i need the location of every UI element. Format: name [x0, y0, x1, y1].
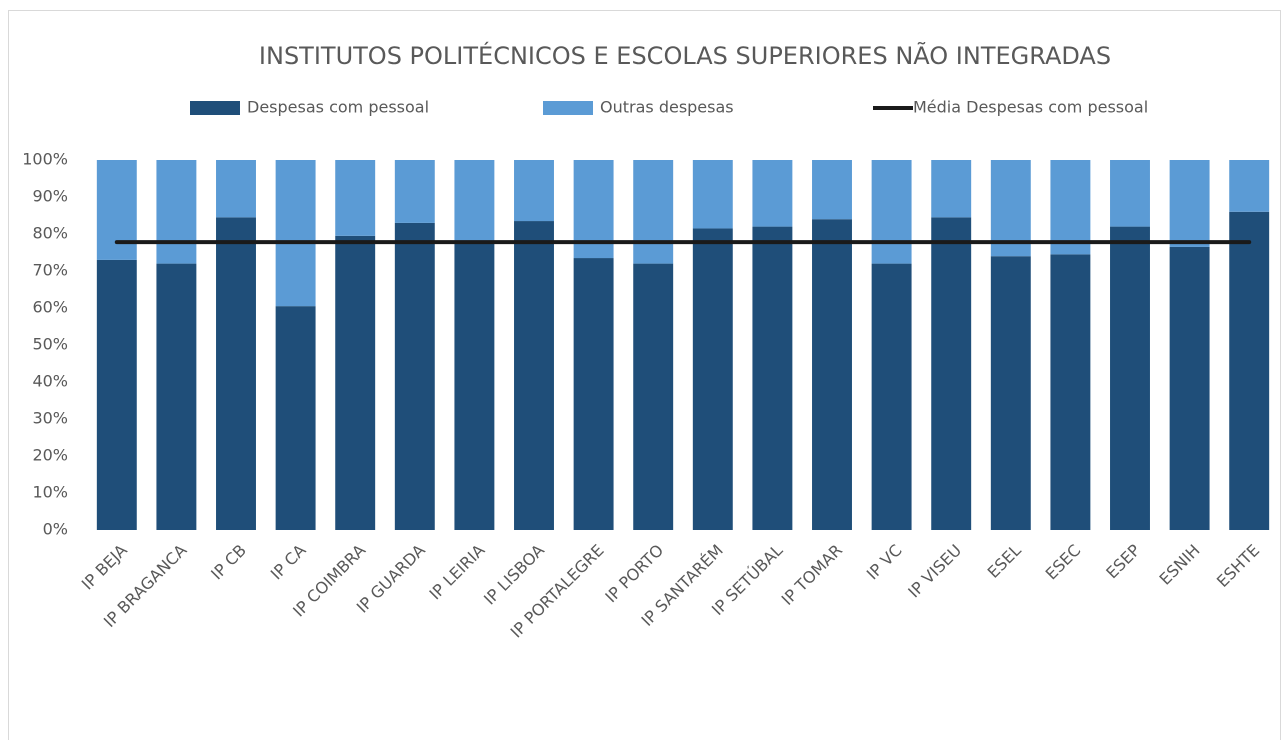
- bar-segment: [96, 259, 137, 530]
- bar-segment: [931, 160, 972, 218]
- y-tick-label: 80%: [32, 224, 68, 243]
- bar-segment: [990, 256, 1031, 530]
- y-tick-label: 90%: [32, 187, 68, 206]
- bar-segment: [692, 228, 733, 530]
- y-tick-label: 100%: [22, 150, 68, 169]
- y-tick-label: 10%: [32, 483, 68, 502]
- bar-segment: [1110, 226, 1150, 530]
- y-tick-label: 0%: [43, 520, 68, 539]
- y-tick-label: 50%: [32, 335, 68, 354]
- bar-segment: [692, 160, 733, 229]
- bar-segment: [752, 160, 793, 227]
- legend-label: Média Despesas com pessoal: [913, 98, 1148, 117]
- bar-segment: [1110, 160, 1150, 227]
- bar-segment: [573, 258, 614, 530]
- bar-segment: [454, 241, 495, 530]
- bar-segment: [335, 235, 376, 530]
- bar-segment: [275, 160, 316, 307]
- y-tick-label: 70%: [32, 261, 68, 280]
- bar-segment: [335, 160, 376, 236]
- bar-segment: [216, 217, 256, 530]
- bar-segment: [1169, 246, 1210, 530]
- bar-segment: [633, 263, 674, 530]
- bar-segment: [156, 263, 197, 530]
- bar-segment: [812, 160, 852, 220]
- bar-segment: [156, 160, 197, 264]
- bar-segment: [96, 160, 137, 260]
- bar-segment: [633, 160, 674, 264]
- bar-segment: [454, 160, 495, 242]
- bar-segment: [1050, 160, 1091, 255]
- y-tick-label: 40%: [32, 372, 68, 391]
- bar-segment: [1050, 254, 1091, 530]
- legend-swatch: [190, 101, 240, 115]
- bar-segment: [1169, 160, 1210, 247]
- bar-segment: [275, 306, 316, 530]
- bar-segment: [1229, 160, 1270, 212]
- chart-title: INSTITUTOS POLITÉCNICOS E ESCOLAS SUPERI…: [259, 40, 1111, 70]
- y-tick-label: 30%: [32, 409, 68, 428]
- bar-segment: [871, 263, 912, 530]
- bar-segment: [514, 160, 554, 222]
- y-tick-label: 60%: [32, 298, 68, 317]
- legend-label: Despesas com pessoal: [247, 98, 429, 117]
- legend-label: Outras despesas: [600, 98, 734, 117]
- bar-segment: [394, 222, 435, 530]
- bar-segment: [931, 217, 972, 530]
- bar-segment: [812, 219, 852, 530]
- bar-segment: [216, 160, 256, 218]
- legend-swatch: [543, 101, 593, 115]
- bar-segment: [1229, 211, 1270, 531]
- bar-segment: [871, 160, 912, 264]
- bar-segment: [394, 160, 435, 223]
- bar-segment: [752, 226, 793, 530]
- y-tick-label: 20%: [32, 446, 68, 465]
- bar-segment: [514, 221, 554, 531]
